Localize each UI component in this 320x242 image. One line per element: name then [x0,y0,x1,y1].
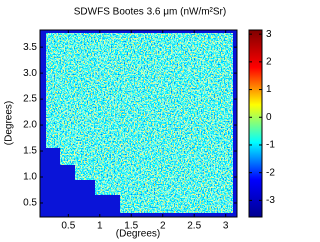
colorbar-tick-label: 0 [266,112,272,123]
colorbar-tick-label: 1 [266,84,272,95]
colorbar-tick-label: 2 [266,56,272,67]
y-axis-label: (Degrees) [4,101,15,145]
colorbar-tick-label: -2 [266,167,275,178]
x-tick-label: 2.5 [187,221,201,232]
chart: SDWFS Bootes 3.6 μm (nW/m²Sr) (Degrees) … [4,7,276,240]
colorbar-tick-label: -1 [266,140,275,151]
x-tick-label: 1.5 [124,221,138,232]
x-tick-label: 3 [223,221,229,232]
plot-frame [39,29,238,218]
y-tick-label: 1.0 [23,172,37,183]
y-tick-label: 3.5 [23,42,37,53]
x-tick-label: 0.5 [61,221,75,232]
y-tick-label: 0.5 [23,198,37,209]
x-tick-label: 1 [97,221,103,232]
chart-title: SDWFS Bootes 3.6 μm (nW/m²Sr) [74,7,226,18]
y-tick-label: 2.0 [23,120,37,131]
y-tick-label: 2.5 [23,94,37,105]
colorbar-tick-label: -3 [266,195,275,206]
y-tick-label: 1.5 [23,146,37,157]
y-tick-label: 3.0 [23,68,37,79]
x-tick-label: 2 [160,221,166,232]
colorbar-tick-label: 3 [266,29,272,40]
colorbar [248,29,263,218]
x-axis-label: (Degrees) [116,229,160,240]
